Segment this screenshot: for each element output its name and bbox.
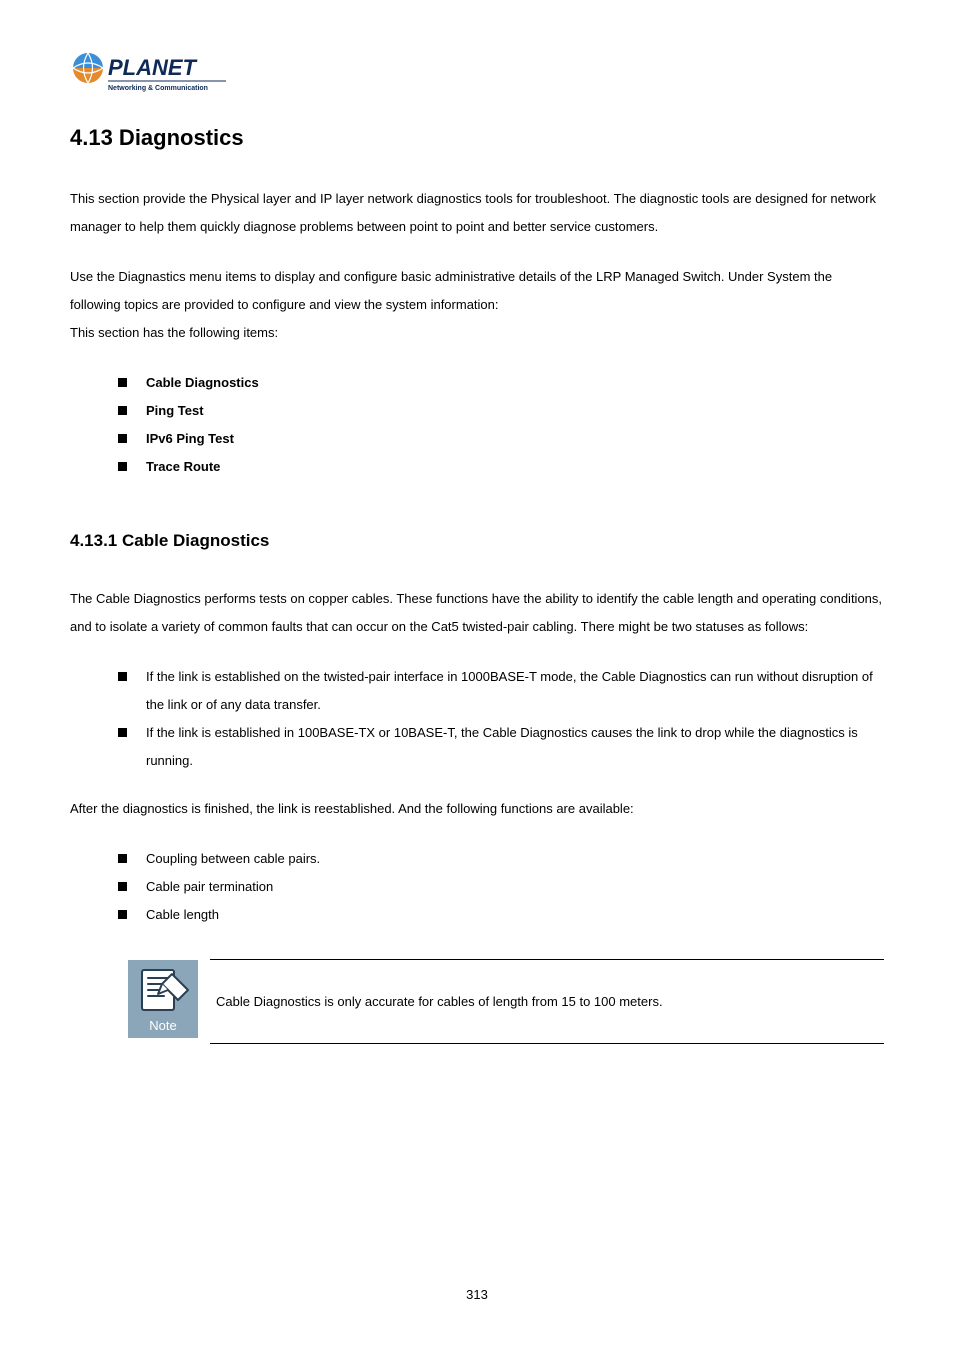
cable-diag-intro: The Cable Diagnostics performs tests on …: [70, 585, 884, 641]
statuses-list: If the link is established on the twiste…: [70, 663, 884, 775]
logo-area: PLANET Networking & Communication: [70, 48, 884, 101]
list-item: Coupling between cable pairs.: [118, 845, 884, 873]
note-block: Note Cable Diagnostics is only accurate …: [128, 959, 884, 1044]
items-list: Cable Diagnostics Ping Test IPv6 Ping Te…: [70, 369, 884, 481]
list-item: Cable pair termination: [118, 873, 884, 901]
after-diag-paragraph: After the diagnostics is finished, the l…: [70, 795, 884, 823]
page-container: PLANET Networking & Communication 4.13 D…: [0, 0, 954, 1350]
logo-brand-text: PLANET: [108, 55, 198, 80]
logo-tagline: Networking & Communication: [108, 85, 208, 92]
page-number: 313: [0, 1287, 954, 1302]
note-icon: Note: [128, 960, 198, 1043]
list-item: Ping Test: [118, 397, 884, 425]
planet-logo: PLANET Networking & Communication: [70, 48, 230, 101]
body-text: Use the Diagnastics menu items to displa…: [70, 263, 884, 319]
section-heading: 4.13 Diagnostics: [70, 125, 884, 151]
body-text: After the diagnostics is finished, the l…: [70, 795, 884, 823]
body-text: This section provide the Physical layer …: [70, 185, 884, 241]
functions-list: Coupling between cable pairs. Cable pair…: [70, 845, 884, 929]
note-label: Note: [149, 1018, 176, 1033]
list-item: Trace Route: [118, 453, 884, 481]
subsection-heading: 4.13.1 Cable Diagnostics: [70, 531, 884, 551]
body-text: The Cable Diagnostics performs tests on …: [70, 585, 884, 641]
intro-paragraph-2: Use the Diagnastics menu items to displa…: [70, 263, 884, 347]
list-item: If the link is established on the twiste…: [118, 663, 884, 719]
body-text: This section has the following items:: [70, 319, 884, 347]
list-item: IPv6 Ping Test: [118, 425, 884, 453]
list-item: Cable length: [118, 901, 884, 929]
list-item: If the link is established in 100BASE-TX…: [118, 719, 884, 775]
list-item: Cable Diagnostics: [118, 369, 884, 397]
intro-paragraph-1: This section provide the Physical layer …: [70, 185, 884, 241]
note-text: Cable Diagnostics is only accurate for c…: [210, 959, 884, 1044]
